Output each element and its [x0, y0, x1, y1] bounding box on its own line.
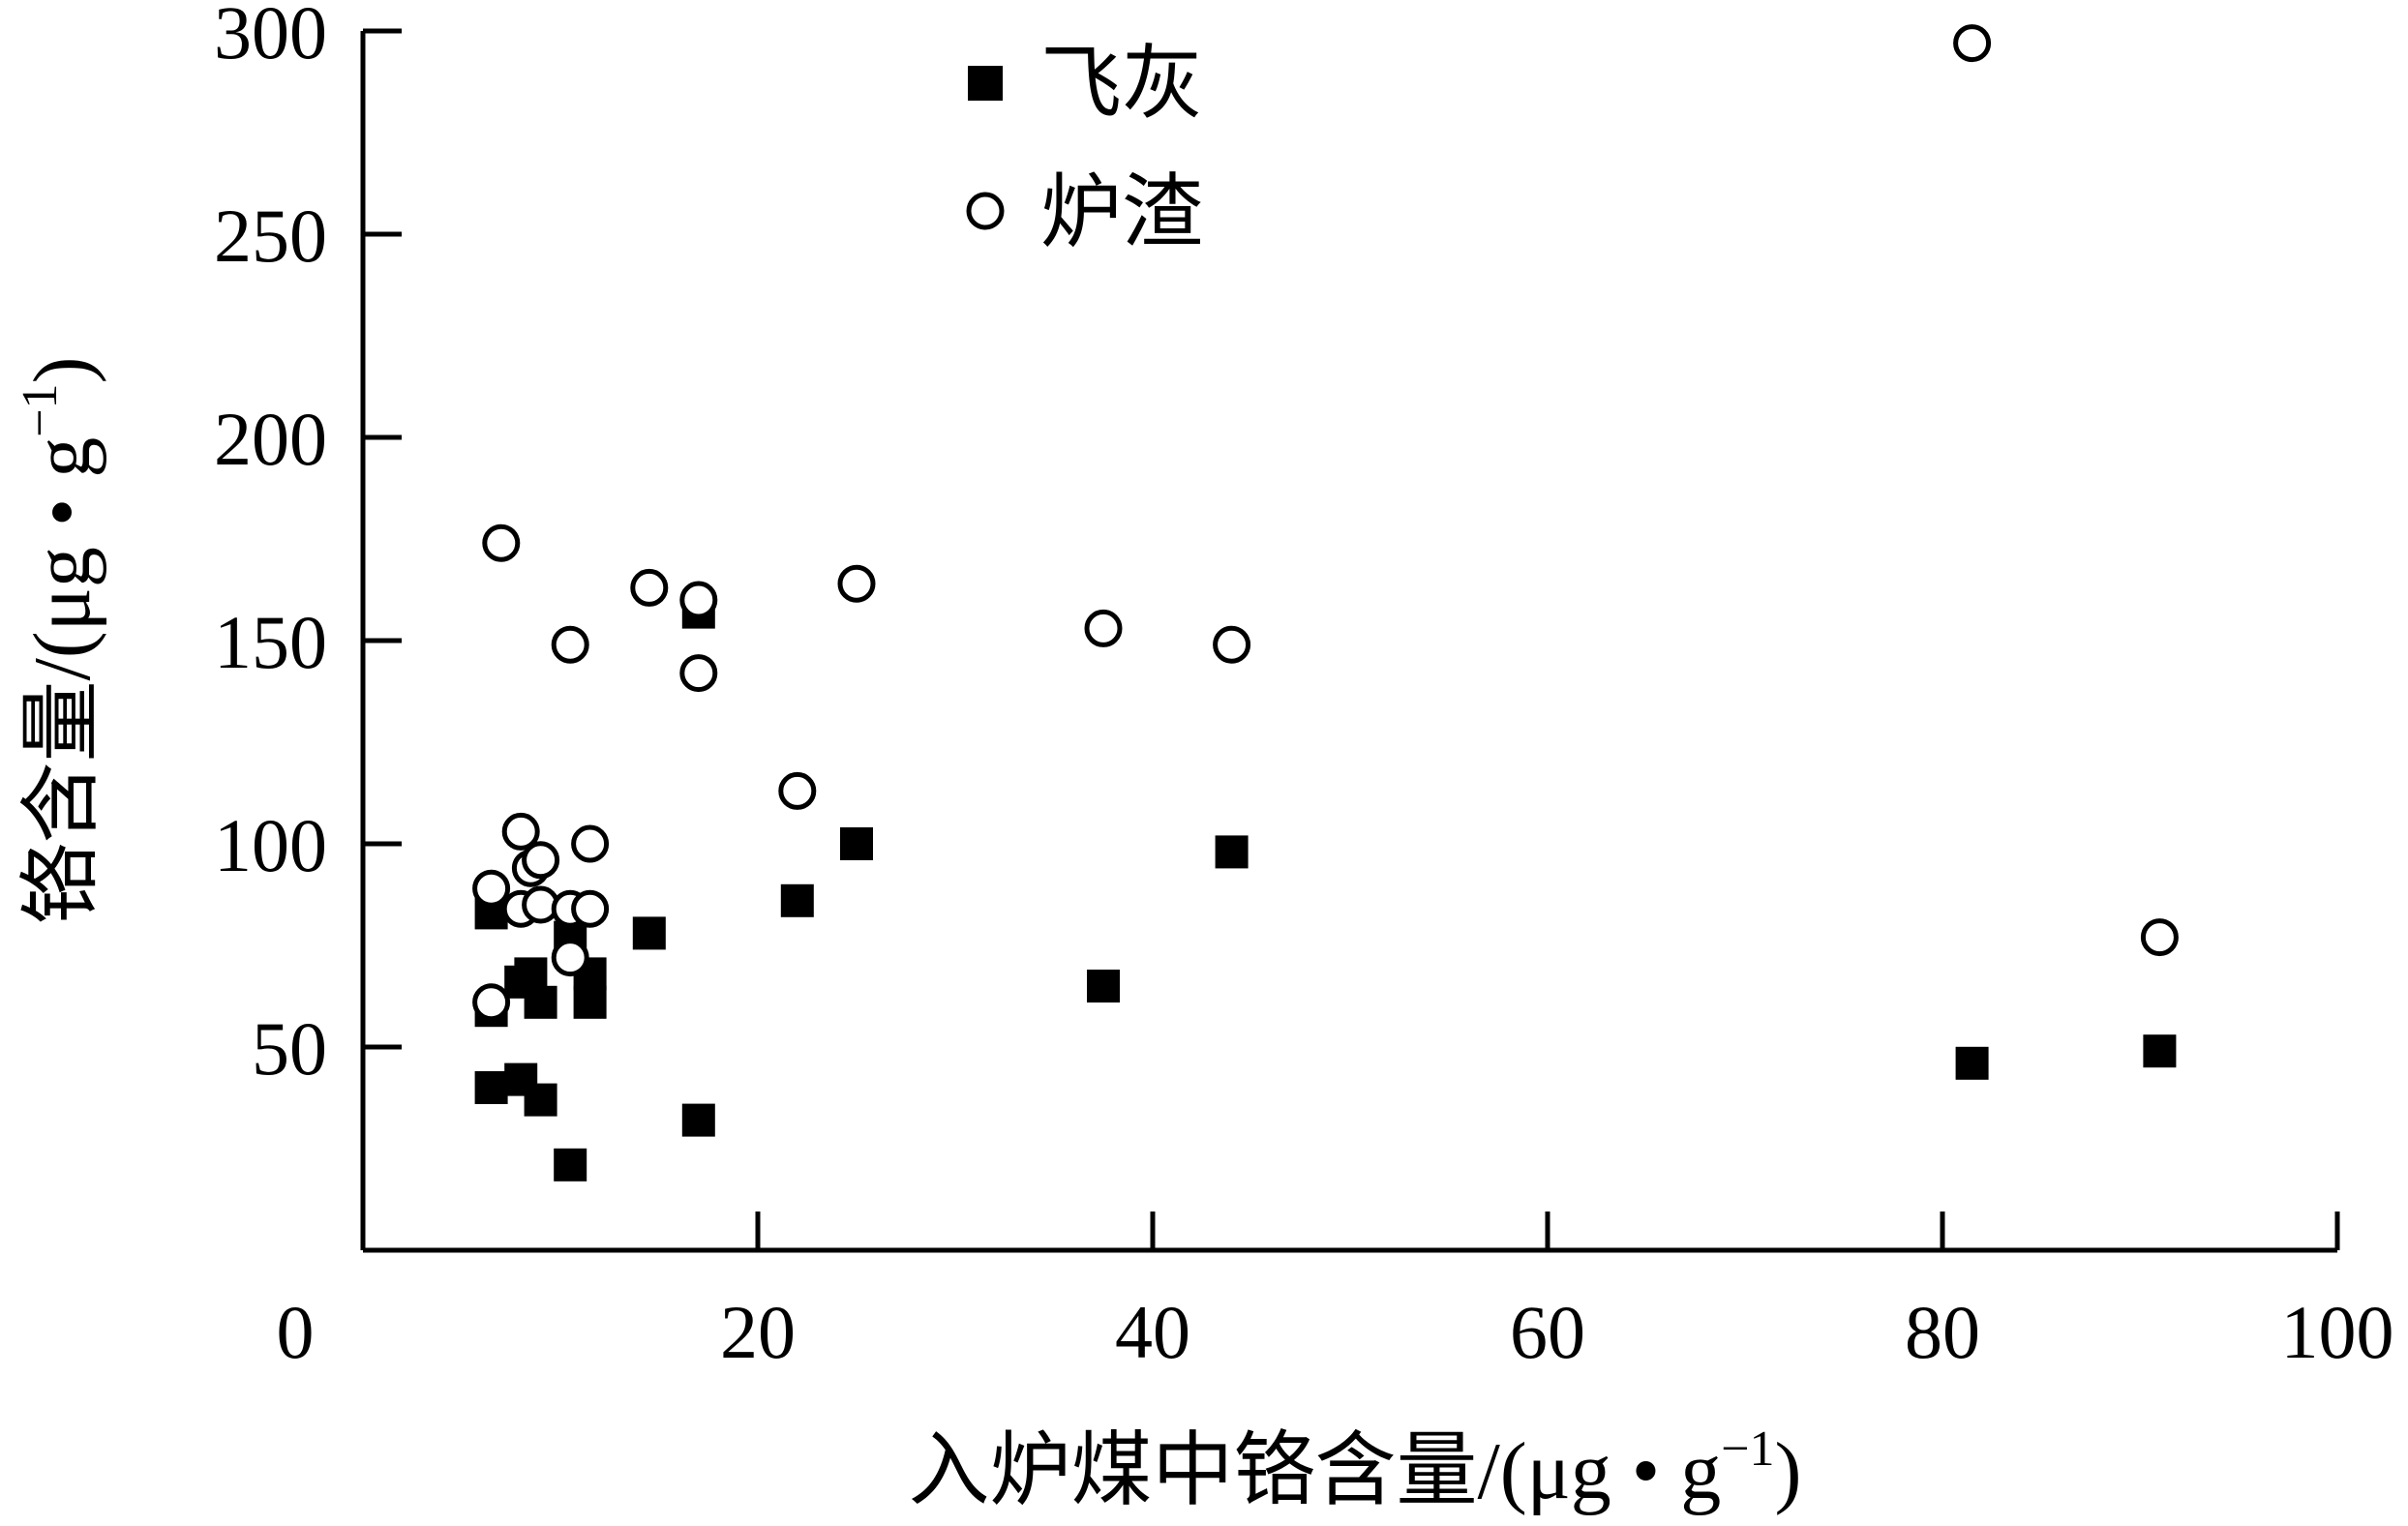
ticks: [363, 28, 2340, 1250]
point-slag-16: [778, 771, 817, 810]
point-fly-ash-6: [524, 985, 557, 1019]
point-fly-ash-2: [474, 1071, 508, 1104]
x-axis-title-exponent: −1: [1721, 1421, 1774, 1477]
origin-tick-label: 0: [277, 1290, 315, 1374]
point-fly-ash-12: [632, 916, 666, 950]
point-slag-8: [551, 625, 589, 664]
x-tick-label-100: 100: [2281, 1290, 2394, 1374]
y-axis-title: 铬含量/(μg • g−1): [13, 356, 107, 924]
point-fly-ash-11: [573, 985, 607, 1019]
point-slag-3: [501, 812, 540, 851]
point-slag-20: [1953, 24, 1992, 63]
legend: 飞灰 炉渣: [966, 40, 1203, 258]
point-slag-15: [679, 654, 718, 693]
y-tick-label-150: 150: [214, 600, 327, 684]
y-axis-title-main: 铬含量/(μg • g: [17, 437, 107, 925]
axes: [360, 31, 2337, 1253]
point-fly-ash-19: [1955, 1046, 1989, 1080]
y-axis-title-exponent: −1: [13, 383, 68, 436]
x-tick-label-40: 40: [1115, 1290, 1190, 1374]
point-fly-ash-7: [524, 1083, 557, 1117]
point-fly-ash-18: [1215, 835, 1249, 869]
point-slag-17: [837, 564, 876, 603]
y-tick-label-100: 100: [214, 803, 327, 887]
point-fly-ash-17: [1087, 970, 1120, 1002]
x-axis-title-end: ): [1775, 1426, 1802, 1516]
point-slag-12: [571, 824, 610, 863]
point-slag-11: [571, 889, 610, 928]
data-points: [472, 24, 2179, 1182]
point-slag-6: [522, 841, 560, 880]
point-slag-2: [482, 524, 521, 562]
legend-label-slag: 炉渣: [1040, 168, 1203, 258]
x-axis-title: 入炉煤中铬含量/(μg • g−1): [908, 1421, 1801, 1516]
x-axis-title-main: 入炉煤中铬含量/(μg • g: [908, 1426, 1721, 1516]
point-slag-18: [1084, 609, 1123, 647]
legend-label-fly-ash: 飞灰: [1040, 40, 1203, 130]
legend-marker-slag: [966, 192, 1005, 230]
y-tick-label-250: 250: [214, 194, 327, 278]
point-fly-ash-9: [554, 1148, 587, 1182]
x-tick-label-80: 80: [1905, 1290, 1980, 1374]
y-tick-label-300: 300: [214, 0, 327, 75]
point-slag-13: [630, 568, 669, 607]
y-tick-label-200: 200: [214, 397, 327, 481]
point-fly-ash-16: [840, 827, 873, 860]
point-slag-9: [551, 939, 589, 977]
y-tick-label-50: 50: [252, 1006, 327, 1091]
y-axis-title-end: ): [17, 356, 107, 383]
point-slag-21: [2140, 918, 2179, 957]
x-tick-label-20: 20: [720, 1290, 796, 1374]
point-slag-1: [472, 869, 511, 908]
point-fly-ash-5: [514, 957, 548, 991]
point-fly-ash-20: [2143, 1034, 2177, 1068]
point-fly-ash-14: [681, 1103, 715, 1137]
legend-marker-fly-ash: [968, 66, 1003, 101]
tick-labels: 20 40 60 80 100 50 100 150 200 250 300: [214, 0, 2394, 1374]
point-fly-ash-15: [780, 883, 814, 917]
x-tick-label-60: 60: [1510, 1290, 1585, 1374]
point-slag-19: [1213, 625, 1251, 664]
point-slag-0: [472, 983, 511, 1022]
point-slag-14: [679, 581, 718, 619]
